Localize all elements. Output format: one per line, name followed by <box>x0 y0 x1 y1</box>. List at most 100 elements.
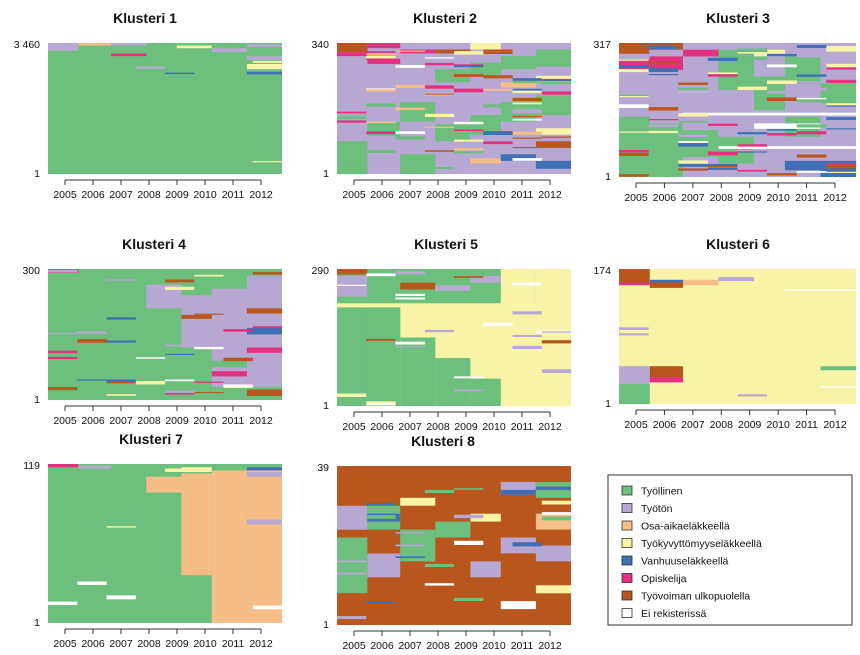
sequence-block <box>500 82 536 88</box>
sequence-row-fragment <box>252 161 283 163</box>
sequence-row-fragment <box>252 605 283 610</box>
sequence-row-fragment <box>366 53 396 55</box>
sequence-block <box>619 383 650 405</box>
x-tick-label: 2010 <box>193 638 217 650</box>
sequence-block <box>470 158 501 164</box>
sequence-row-fragment <box>619 327 649 330</box>
sequence-row-fragment <box>395 297 425 300</box>
sequence-row-fragment <box>252 272 283 275</box>
sequence-row-fragment <box>395 544 425 547</box>
sequence-row-fragment <box>619 95 649 98</box>
sequence-block <box>146 476 182 493</box>
panel-title: Klusteri 4 <box>122 236 186 252</box>
sequence-row-fragment <box>194 346 224 350</box>
cluster-panel-2: Klusteri 2 340 1 2005 2006 2007 2008 2009 2010 20… <box>311 10 572 201</box>
sequence-block <box>211 470 247 623</box>
sequence-block <box>435 49 471 54</box>
y-label-top: 317 <box>593 39 611 51</box>
x-tick-label: 2009 <box>738 419 762 431</box>
x-tick-label: 2011 <box>222 638 245 650</box>
sequence-row-fragment <box>337 120 367 123</box>
x-tick-label: 2010 <box>193 189 217 201</box>
sequence-row-fragment <box>678 168 708 171</box>
x-tick-label: 2005 <box>342 189 366 201</box>
sequence-block <box>649 366 683 377</box>
sequence-row-fragment <box>541 79 572 81</box>
sequence-row-fragment <box>648 68 679 72</box>
legend-box <box>607 474 853 626</box>
sequence-row-fragment <box>512 115 542 118</box>
sequence-row-fragment <box>707 164 738 166</box>
sequence-row-fragment <box>826 103 856 106</box>
x-tick-label: 2008 <box>710 192 734 204</box>
sequence-block <box>683 279 719 286</box>
sequence-row-fragment <box>454 597 484 601</box>
sequence-row-fragment <box>826 67 856 70</box>
sequence-block <box>649 279 683 283</box>
sequence-block <box>435 124 471 142</box>
x-tick-label: 2012 <box>538 421 562 433</box>
x-tick-label: 2008 <box>137 638 161 650</box>
sequence-row-fragment <box>454 129 484 131</box>
x-tick-label: 2008 <box>426 421 450 433</box>
sequence-block <box>535 49 571 67</box>
sequence-row-fragment <box>619 104 649 108</box>
sequence-block <box>337 269 368 275</box>
legend-swatch-ei <box>621 608 633 618</box>
sequence-row-fragment <box>796 98 827 103</box>
sequence-row-fragment <box>135 357 166 359</box>
sequence-row-fragment <box>826 48 856 52</box>
x-tick-label: 2005 <box>624 192 648 204</box>
sequence-row-fragment <box>424 167 455 169</box>
y-label-top: 340 <box>311 39 329 51</box>
y-label-bottom: 1 <box>34 617 40 629</box>
sequence-row-fragment <box>541 91 572 95</box>
sequence-row-fragment <box>619 65 649 69</box>
sequence-row-fragment <box>648 119 679 121</box>
sequence-block <box>500 154 536 161</box>
panel-title: Klusteri 1 <box>113 10 177 26</box>
sequence-row-fragment <box>366 503 396 506</box>
sequence-row-fragment <box>796 97 827 100</box>
sequence-block <box>619 43 650 54</box>
sequence-row-fragment <box>454 148 484 151</box>
sequence-row-fragment <box>194 381 224 383</box>
sequence-row-fragment <box>737 132 768 135</box>
sequence-row-fragment <box>366 338 396 341</box>
sequence-block <box>48 43 79 51</box>
sequence-row-fragment <box>454 121 484 125</box>
sequence-row-fragment <box>796 154 827 158</box>
sequence-row-fragment <box>106 279 136 281</box>
sequence-row-fragment <box>767 90 797 94</box>
x-tick-label: 2006 <box>370 421 394 433</box>
sequence-row-fragment <box>826 171 856 173</box>
y-label-bottom: 1 <box>605 171 611 183</box>
x-tick-label: 2005 <box>342 640 366 652</box>
sequence-block <box>535 128 571 135</box>
sequence-row-fragment <box>252 60 283 63</box>
legend-label-ei: Ei rekisterissä <box>641 608 707 620</box>
x-tick-label: 2010 <box>482 189 506 201</box>
sequence-row-fragment <box>366 89 396 92</box>
sequence-block <box>337 537 368 594</box>
sequence-row-fragment <box>454 514 484 519</box>
sequence-block <box>400 497 436 506</box>
sequence-row-fragment <box>541 82 572 85</box>
x-tick-label: 2009 <box>454 421 478 433</box>
y-label-top: 300 <box>22 265 40 277</box>
sequence-row-fragment <box>826 63 856 68</box>
sequence-block <box>337 303 401 308</box>
sequence-row-fragment <box>678 164 708 167</box>
sequence-row-fragment <box>767 53 797 57</box>
sequence-row-fragment <box>106 317 136 320</box>
sequence-block <box>619 366 650 384</box>
sequence-block <box>367 553 401 578</box>
sequence-block <box>754 49 785 57</box>
legend-label-tyollinen: Työllinen <box>641 486 683 498</box>
sequence-row-fragment <box>165 379 195 382</box>
sequence-row-fragment <box>678 87 708 90</box>
sequence-row-fragment <box>337 616 367 620</box>
sequence-block <box>535 486 571 490</box>
cluster-panel-4: Klusteri 4 300 1 2005 2006 2007 2008 2009 2010 20… <box>22 236 283 427</box>
x-tick-label: 2006 <box>653 419 677 431</box>
